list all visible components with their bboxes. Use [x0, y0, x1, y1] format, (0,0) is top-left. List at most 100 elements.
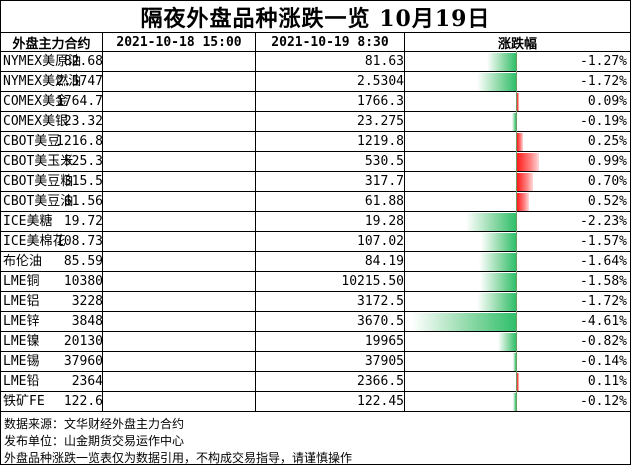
change-percent: -1.27% — [580, 54, 627, 69]
table-row: CBOT美豆粕 315.5 317.7 0.70% — [1, 172, 630, 192]
price-close-1018: 19.72 — [63, 214, 103, 229]
footer-source: 数据来源：文华财经外盘主力合约 — [4, 417, 185, 431]
table-row: COMEX美银 23.32 23.275 -0.19% — [1, 112, 630, 132]
contract-name: ICE美棉花 — [3, 234, 66, 249]
price-close-1018: 23.32 — [63, 114, 103, 129]
row-divider — [1, 111, 630, 112]
price-close-1019: 2366.5 — [357, 374, 404, 389]
row-divider — [1, 171, 630, 172]
contract-name: LME镍 — [3, 334, 40, 349]
row-divider — [1, 311, 630, 312]
contract-name: LME锡 — [3, 354, 40, 369]
row-divider — [1, 351, 630, 352]
change-bar-up — [517, 373, 520, 391]
table-row: NYMEX美燃油 2.5747 2.5304 -1.72% — [1, 72, 630, 92]
price-close-1018: 61.56 — [63, 194, 103, 209]
table-row: 布伦油 85.59 84.19 -1.64% — [1, 252, 630, 272]
footer-disclaimer: 外盘品种涨跌一览表仅为数据引用，不构成交易指导，请谨慎操作 — [4, 451, 353, 465]
contract-name: CBOT美豆 — [3, 134, 61, 149]
change-bar-up — [517, 133, 523, 151]
row-divider — [1, 131, 630, 132]
change-bar-down — [412, 313, 516, 331]
change-bar-down — [511, 113, 516, 131]
contract-name: NYMEX美原油 — [3, 54, 82, 69]
change-bar-down — [480, 233, 516, 251]
price-close-1019: 107.02 — [357, 234, 404, 249]
price-close-1019: 530.5 — [364, 154, 404, 169]
price-close-1018: 20130 — [63, 334, 103, 349]
page-title: 隔夜外盘品种涨跌一览 10月19日 — [140, 5, 491, 32]
price-close-1019: 81.63 — [364, 54, 404, 69]
price-close-1019: 19965 — [364, 334, 404, 349]
row-divider — [1, 371, 630, 372]
change-percent: 0.11% — [587, 374, 627, 389]
contract-name: COMEX美金 — [3, 94, 69, 109]
row-divider — [1, 191, 630, 192]
change-percent: 0.52% — [587, 194, 627, 209]
change-percent: -1.58% — [580, 274, 627, 289]
bar-axis — [516, 51, 517, 411]
price-close-1018: 2.5747 — [56, 74, 103, 89]
contract-name: LME铝 — [3, 294, 40, 309]
price-close-1018: 10380 — [63, 274, 103, 289]
change-bar-down — [477, 293, 516, 311]
price-close-1018: 315.5 — [63, 174, 103, 189]
change-bar-down — [477, 73, 516, 91]
change-percent: -1.64% — [580, 254, 627, 269]
table-row: LME铝 3228 3172.5 -1.72% — [1, 292, 630, 312]
header-date2: 2021-10-19 8:30 — [271, 34, 389, 50]
change-percent: 0.70% — [587, 174, 627, 189]
change-percent: -1.57% — [580, 234, 627, 249]
price-close-1019: 3172.5 — [357, 294, 404, 309]
price-close-1019: 37905 — [364, 354, 404, 369]
contract-name: NYMEX美燃油 — [3, 74, 82, 89]
table-row: COMEX美金 1764.7 1766.3 0.09% — [1, 92, 630, 112]
change-percent: -0.12% — [580, 394, 627, 409]
table-row: LME铅 2364 2366.5 0.11% — [1, 372, 630, 392]
contract-name: COMEX美银 — [3, 114, 69, 129]
price-close-1019: 1766.3 — [357, 94, 404, 109]
price-close-1019: 317.7 — [364, 174, 404, 189]
change-bar-up — [517, 153, 540, 171]
price-close-1019: 23.275 — [357, 114, 404, 129]
price-close-1019: 19.28 — [364, 214, 404, 229]
price-close-1018: 122.6 — [63, 394, 103, 409]
price-close-1018: 2364 — [71, 374, 103, 389]
price-close-1018: 3848 — [71, 314, 103, 329]
contract-name: 铁矿FE — [3, 394, 45, 409]
price-close-1019: 84.19 — [364, 254, 404, 269]
price-close-1018: 37960 — [63, 354, 103, 369]
table-row: CBOT美豆 1216.8 1219.8 0.25% — [1, 132, 630, 152]
table-row: 铁矿FE 122.6 122.45 -0.12% — [1, 392, 630, 412]
contract-name: ICE美糖 — [3, 214, 53, 229]
change-percent: -0.14% — [580, 354, 627, 369]
column-divider — [255, 32, 256, 411]
row-divider — [1, 331, 630, 332]
row-divider — [1, 251, 630, 252]
price-close-1018: 3228 — [71, 294, 103, 309]
price-close-1018: 108.73 — [56, 234, 103, 249]
divider — [1, 32, 630, 33]
change-bar-down — [497, 333, 516, 351]
table-row: ICE美糖 19.72 19.28 -2.23% — [1, 212, 630, 232]
footer-publisher: 发布单位：山金期货交易运作中心 — [4, 434, 185, 448]
contract-name: 布伦油 — [3, 254, 43, 269]
change-percent: 0.25% — [587, 134, 627, 149]
contract-name: LME锌 — [3, 314, 40, 329]
change-bar-up — [517, 173, 533, 191]
row-divider — [1, 151, 630, 152]
change-percent: -4.61% — [580, 314, 627, 329]
row-divider — [1, 71, 630, 72]
contract-name: LME铜 — [3, 274, 40, 289]
header-date1: 2021-10-18 15:00 — [116, 34, 242, 50]
change-bar-down — [479, 253, 516, 271]
table-row: LME铜 10380 10215.50 -1.58% — [1, 272, 630, 292]
price-close-1018: 1764.7 — [56, 94, 103, 109]
column-divider — [404, 32, 405, 411]
contract-name: LME铅 — [3, 374, 40, 389]
change-bar-down — [465, 213, 516, 231]
table-row: ICE美棉花 108.73 107.02 -1.57% — [1, 232, 630, 252]
divider — [1, 411, 630, 412]
table-row: CBOT美豆油 61.56 61.88 0.52% — [1, 192, 630, 212]
